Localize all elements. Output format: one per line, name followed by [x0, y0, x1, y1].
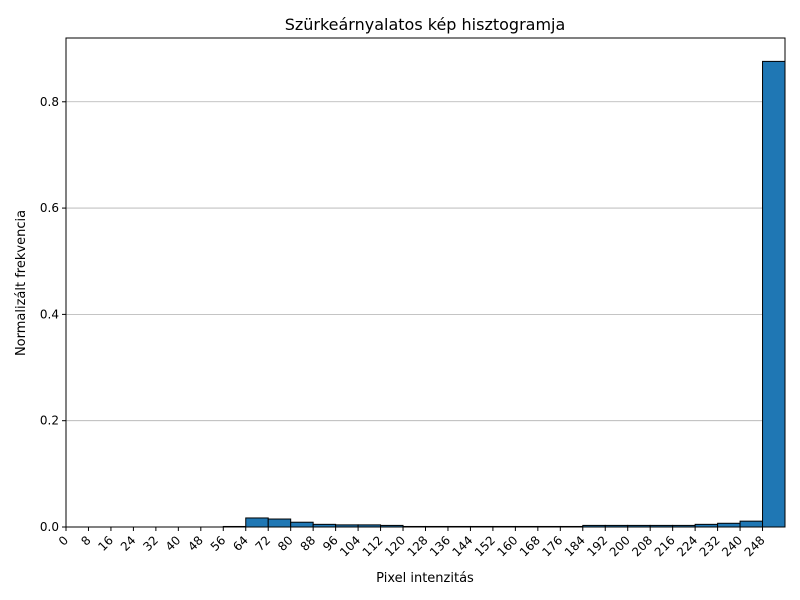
histogram-bar — [762, 60, 786, 528]
histogram-bar — [739, 520, 764, 528]
bars — [222, 60, 786, 528]
x-tick-label: 216 — [652, 533, 678, 559]
x-tick-label: 40 — [163, 533, 184, 554]
x-tick-label: 8 — [78, 533, 93, 548]
histogram-bar — [290, 521, 314, 528]
y-tick-label: 0.6 — [40, 201, 59, 215]
x-tick-label: 32 — [140, 533, 161, 554]
plot-frame — [65, 37, 786, 528]
y-tick-label: 0.8 — [40, 95, 59, 109]
y-axis-ticks: 0.0 0.2 0.4 0.6 0.8 — [40, 95, 66, 534]
x-tick-label: 168 — [517, 533, 543, 559]
x-tick-label: 0 — [56, 533, 71, 548]
x-tick-label: 24 — [118, 533, 139, 554]
x-tick-label: 136 — [427, 533, 453, 559]
chart-title: Szürkeárnyalatos kép hisztogramja — [285, 15, 566, 34]
x-tick-label: 120 — [382, 533, 408, 559]
x-tick-label: 56 — [208, 533, 229, 554]
grid-lines — [66, 101, 785, 422]
x-tick-label: 64 — [230, 533, 251, 554]
histogram-bar — [245, 517, 269, 528]
x-tick-label: 144 — [449, 533, 475, 559]
y-tick-label: 0.2 — [40, 414, 59, 428]
x-tick-label: 208 — [629, 533, 655, 559]
x-tick-label: 48 — [185, 533, 206, 554]
x-tick-label: 224 — [674, 533, 700, 559]
x-tick-label: 112 — [360, 533, 386, 559]
x-tick-label: 80 — [275, 533, 296, 554]
x-axis-label: Pixel intenzitás — [376, 571, 474, 586]
x-tick-label: 152 — [472, 533, 498, 559]
x-tick-label: 192 — [584, 533, 610, 559]
x-tick-label: 232 — [697, 533, 723, 559]
y-axis-label: Normalizált frekvencia — [14, 210, 29, 356]
x-tick-label: 160 — [494, 533, 520, 559]
x-tick-label: 184 — [562, 533, 588, 559]
histogram-bar — [267, 518, 292, 528]
x-tick-label: 72 — [253, 533, 274, 554]
histogram-bar — [717, 522, 741, 528]
x-axis-ticks: 0 8 16 24 32 40 48 56 64 72 80 88 961041121201281361… — [56, 527, 768, 559]
x-tick-label: 240 — [719, 533, 745, 559]
x-tick-label: 104 — [337, 533, 363, 559]
x-tick-label: 128 — [405, 533, 431, 559]
x-tick-label: 16 — [95, 533, 116, 554]
x-tick-label: 200 — [607, 533, 633, 559]
y-tick-label: 0.0 — [40, 520, 59, 534]
y-tick-label: 0.4 — [40, 307, 59, 321]
x-tick-label: 176 — [539, 533, 565, 559]
x-tick-label: 248 — [742, 533, 768, 559]
x-tick-label: 88 — [298, 533, 319, 554]
